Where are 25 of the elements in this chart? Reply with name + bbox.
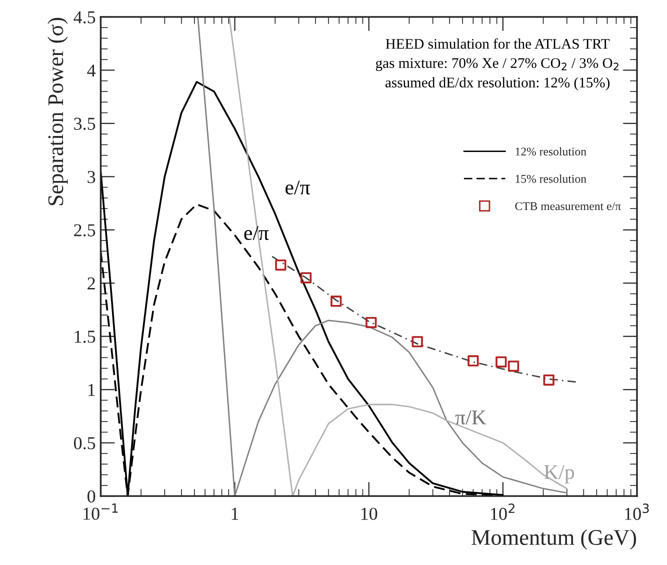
y-tick-label: 0.5: [74, 437, 96, 450]
y-tick-label: 3: [88, 170, 96, 184]
y-tick-label: 0: [88, 490, 96, 503]
annotation: e/π: [244, 226, 269, 240]
x-tick-label: 10$^{2}$: [491, 504, 514, 520]
legend-label: 12% resolution: [516, 147, 586, 156]
x-axis-title: Momentum (GeV): [472, 529, 636, 550]
x-tick-label: 10$^{3}$: [625, 504, 649, 520]
annotation: K/p: [544, 465, 574, 484]
annotation: e/π: [286, 180, 310, 195]
y-tick-label: 2.5: [74, 224, 96, 236]
y-tick-label: 4: [87, 64, 96, 76]
annotation: π/K: [455, 410, 486, 424]
y-tick-label: 1.5: [74, 330, 96, 343]
x-tick-label: 1: [232, 508, 238, 520]
y-tick-label: 2: [88, 277, 95, 290]
x-tick-label: 10: [361, 508, 378, 520]
legend-label: 15% resolution: [516, 174, 586, 183]
y-tick-label: 3.5: [74, 118, 96, 130]
y-tick-label: 4.5: [74, 11, 96, 24]
x-tick-label: 10$^{−1}$: [84, 504, 118, 520]
legend-label: CTB measurement e/π: [515, 202, 621, 210]
y-tick-label: 1: [88, 384, 95, 396]
y-axis-title: Separation Power (σ): [48, 18, 68, 206]
annotation: HEED simulation for the ATLAS TRT gas mixture: 70% Xe / 27% CO$_{2}$ / 3% O$_{2}$ assumed dE/dx resolution: 12% (15%): [376, 38, 618, 90]
